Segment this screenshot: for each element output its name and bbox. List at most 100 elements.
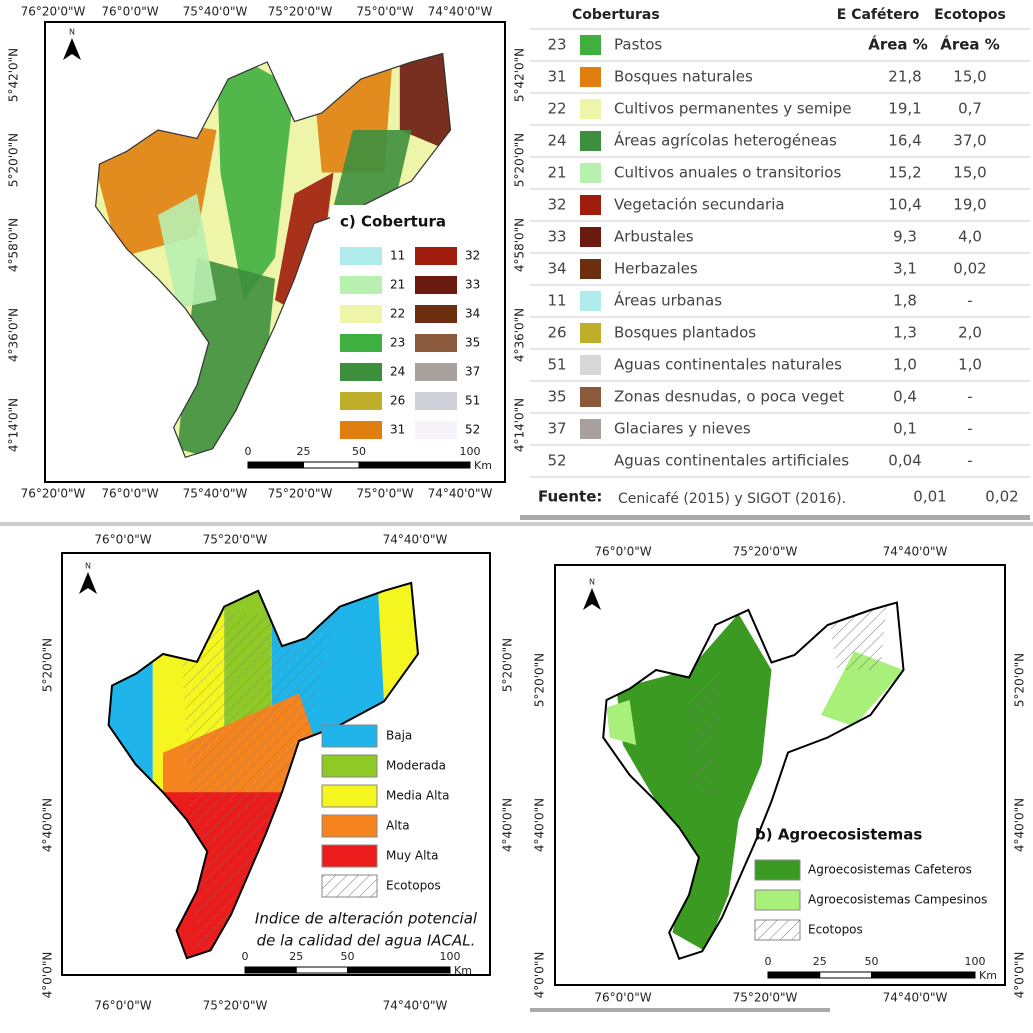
north-arrow	[79, 572, 97, 594]
scale-unit: Km	[454, 964, 472, 977]
map-frame	[44, 21, 506, 483]
row-name: Zonas desnudas, o poca veget	[614, 388, 844, 406]
divider	[0, 522, 1033, 526]
scale-segment	[303, 461, 360, 469]
coord-label: 75°20'0"W	[733, 545, 798, 559]
map-frame	[554, 564, 1006, 986]
table-subheader: Área %	[868, 35, 928, 54]
outline	[94, 52, 452, 459]
row-code: 52	[547, 452, 566, 470]
north-arrow	[583, 588, 601, 610]
region	[689, 670, 722, 802]
row-name: Aguas continentales naturales	[614, 356, 842, 374]
legend-label: 23	[390, 336, 405, 350]
row-value: 1,3	[893, 324, 917, 342]
row-swatch	[580, 99, 601, 119]
coord-label: 4°0'0"N	[41, 952, 55, 999]
row-name: Aguas continentales artificiales	[614, 452, 849, 470]
region	[216, 53, 295, 300]
legend-swatch	[340, 247, 382, 265]
row-swatch	[580, 387, 601, 407]
legend-label: Muy Alta	[386, 849, 438, 863]
coord-label: 75°20'0"W	[203, 533, 268, 547]
legend-swatch	[321, 874, 378, 898]
row-value: 0,4	[893, 388, 917, 406]
row-value: 4,0	[958, 228, 982, 246]
legend-title: b) Agroecosistemas	[755, 826, 922, 844]
row-code: 35	[547, 388, 566, 406]
row-swatch	[580, 131, 601, 151]
coord-label: 75°0'0"W	[356, 487, 413, 501]
coord-label: 75°40'0"W	[183, 487, 248, 501]
scale-segment	[767, 971, 821, 979]
legend-swatch	[415, 421, 457, 439]
region	[827, 602, 887, 670]
legend-swatch	[415, 363, 457, 381]
scale-segment	[871, 971, 976, 979]
row-code: 21	[547, 164, 566, 182]
table-header: Ecotopos	[934, 7, 1006, 23]
table-header: Coberturas	[572, 7, 660, 23]
row-code: 31	[547, 68, 566, 86]
scale-label: 100	[440, 950, 461, 963]
north-arrow	[63, 38, 81, 60]
legend-label: 34	[465, 307, 480, 321]
legend-label: 52	[465, 423, 480, 437]
row-code: 11	[547, 292, 566, 310]
region	[606, 700, 637, 745]
coord-label: 74°40'0"W	[383, 533, 448, 547]
row-swatch	[580, 259, 601, 279]
legend-swatch	[340, 334, 382, 352]
row-swatch	[580, 67, 601, 87]
row-value: 3,1	[893, 260, 917, 278]
row-code: 51	[547, 356, 566, 374]
row-value: 1,8	[893, 292, 917, 310]
legend-swatch	[340, 363, 382, 381]
legend-label: Alta	[386, 819, 410, 833]
row-swatch	[580, 291, 601, 311]
outline	[107, 581, 420, 960]
row-swatch	[580, 163, 601, 183]
region	[158, 193, 217, 309]
legend-swatch	[321, 784, 378, 808]
legend-label: Ecotopos	[386, 879, 441, 893]
legend-label: 33	[465, 278, 480, 292]
coord-label: 5°20'0"N	[501, 638, 515, 692]
row-name: Áreas agrícolas heterogéneas	[614, 131, 837, 150]
region	[399, 53, 451, 152]
scale-label: 25	[289, 950, 303, 963]
map-regions	[603, 602, 904, 959]
legend-label: 51	[465, 394, 480, 408]
coord-label: 76°20'0"W	[21, 5, 86, 19]
row-code: 26	[547, 324, 566, 342]
source-value: 0,01	[913, 488, 946, 506]
scale-label: 50	[341, 950, 355, 963]
legend-swatch	[754, 859, 801, 881]
table-header: E Cafétero	[837, 7, 920, 23]
row-name: Cultivos anuales o transitorios	[614, 164, 841, 182]
legend-label: 24	[390, 365, 405, 379]
source-text: Cenicafé (2015) y SIGOT (2016).	[618, 491, 846, 507]
scale-unit: Km	[979, 969, 997, 982]
divider	[520, 515, 1030, 520]
source-label: Fuente:	[538, 488, 602, 506]
scale-label: 25	[297, 445, 311, 458]
row-name: Herbazales	[614, 260, 698, 278]
coord-label: 5°20'0"N	[533, 653, 547, 707]
legend-label: 37	[465, 365, 480, 379]
legend-swatch	[415, 305, 457, 323]
divider	[530, 1008, 830, 1012]
legend-label: Agroecosistemas Campesinos	[808, 893, 987, 907]
coord-label: 74°40'0"W	[883, 991, 948, 1005]
legend-title: c) Cobertura	[340, 213, 446, 231]
legend-label: 21	[390, 278, 405, 292]
region	[821, 651, 904, 727]
legend-swatch	[340, 305, 382, 323]
legend-swatch	[340, 421, 382, 439]
coord-label: 4°0'0"N	[533, 952, 547, 999]
source-value: 0,02	[985, 488, 1018, 506]
coord-label: 4°36'0"N	[513, 308, 527, 362]
scale-segment	[244, 966, 297, 974]
legend-label: 35	[465, 336, 480, 350]
